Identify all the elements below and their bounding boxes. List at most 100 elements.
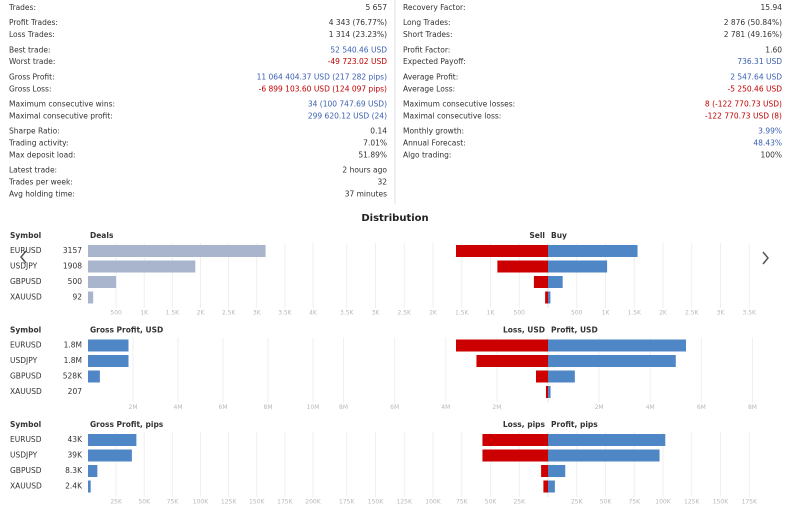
x-tick-label: 4M (174, 404, 183, 411)
column-header: Symbol (10, 326, 41, 335)
stat-label: Loss Trades: (9, 30, 55, 39)
x-tick-label: 3.5K (278, 310, 293, 317)
x-tick-label: 8M (264, 404, 273, 411)
x-tick-label: 8M (748, 404, 757, 411)
x-tick-label: 2M (595, 404, 604, 411)
bar (541, 465, 548, 477)
x-tick-label: 10M (307, 404, 320, 411)
value-label: 528K (63, 372, 83, 381)
stat-value: 11 064 404.37 USD (217 282 pips) (257, 72, 388, 81)
x-tick-label: 25K (571, 499, 584, 506)
x-tick-label: 2M (492, 404, 501, 411)
bar (548, 276, 563, 288)
x-tick-label: 2K (659, 310, 668, 317)
x-tick-label: 3K (253, 310, 262, 317)
stat-label: Worst trade: (9, 57, 55, 66)
x-tick-label: 3K (717, 310, 726, 317)
value-label: 1908 (63, 262, 82, 271)
stat-value: 0.14 (370, 127, 387, 136)
stat-value: 4 343 (76.77%) (329, 18, 387, 27)
bar (497, 260, 548, 273)
value-label: 43K (68, 435, 84, 444)
bar (88, 260, 196, 273)
bar (548, 339, 686, 352)
x-tick-label: 25K (110, 499, 123, 506)
stat-label: Short Trades: (403, 30, 452, 39)
stat-value: -5 250.46 USD (727, 84, 782, 93)
stat-label: Gross Profit: (9, 72, 55, 81)
value-label: 207 (68, 387, 83, 396)
series-title: Loss, USD (503, 326, 545, 335)
symbol-label: XAUUSD (10, 482, 42, 491)
chart-title: Deals (90, 231, 114, 240)
stat-value: 34 (100 747.69 USD) (308, 100, 387, 109)
stat-label: Avg holding time: (9, 189, 75, 198)
stat-value: 3.99% (758, 127, 782, 136)
x-tick-label: 4K (309, 310, 318, 317)
stat-value: -6 899 103.60 USD (124 097 pips) (259, 84, 387, 93)
chart-title: Gross Profit, pips (90, 420, 164, 429)
stat-label: Gross Loss: (9, 84, 52, 93)
bar (548, 465, 566, 477)
symbol-label: USDJPY (10, 262, 38, 271)
bar (535, 370, 548, 383)
stat-label: Recovery Factor: (403, 3, 466, 12)
x-tick-label: 75K (628, 499, 641, 506)
bar (548, 245, 638, 257)
symbol-label: GBPUSD (10, 372, 42, 381)
stat-value: 2 hours ago (342, 166, 387, 175)
value-label: 1.8M (64, 356, 82, 365)
x-tick-label: 2.5K (222, 310, 237, 317)
stat-value: -49 723.02 USD (328, 57, 388, 66)
stat-label: Trades per week: (8, 178, 73, 187)
bar (533, 276, 548, 288)
x-tick-label: 3.5K (743, 310, 758, 317)
x-tick-label: 2K (197, 310, 206, 317)
bar (88, 276, 117, 288)
stat-label: Profit Trades: (9, 18, 58, 27)
column-header: Symbol (10, 231, 41, 240)
series-title: Sell (529, 231, 545, 240)
bar (88, 245, 266, 257)
x-tick-label: 500 (514, 310, 526, 317)
stat-label: Trading activity: (8, 139, 69, 148)
bar (482, 434, 548, 446)
x-tick-label: 1K (602, 310, 611, 317)
x-tick-label: 150K (249, 499, 265, 506)
x-tick-label: 3.5K (340, 310, 355, 317)
bar (543, 480, 548, 493)
stat-label: Average Profit: (403, 72, 458, 81)
series-title: Loss, pips (503, 420, 546, 429)
stat-label: Expected Payoff: (403, 57, 466, 66)
prev-arrow[interactable] (20, 250, 27, 264)
x-tick-label: 4M (441, 404, 450, 411)
bar (482, 449, 548, 462)
x-tick-label: 125K (397, 499, 413, 506)
bar (545, 386, 548, 398)
bar (456, 245, 548, 257)
stat-value: 1.60 (765, 45, 782, 54)
x-tick-label: 50K (600, 499, 613, 506)
symbol-label: XAUUSD (10, 293, 42, 302)
series-title: Profit, pips (551, 420, 598, 429)
bar (548, 291, 551, 304)
x-tick-label: 75K (456, 499, 469, 506)
stat-label: Long Trades: (403, 18, 451, 27)
next-arrow[interactable] (762, 251, 769, 265)
x-tick-label: 2M (129, 404, 138, 411)
bar (88, 355, 129, 367)
x-tick-label: 175K (277, 499, 293, 506)
bar (88, 465, 98, 477)
stat-label: Maximum consecutive wins: (9, 100, 115, 109)
bar (88, 434, 137, 446)
stat-value: 2 876 (50.84%) (724, 18, 782, 27)
x-tick-label: 100K (193, 499, 209, 506)
stat-value: 8 (-122 770.73 USD) (705, 100, 782, 109)
x-tick-label: 50K (485, 499, 498, 506)
x-tick-label: 150K (713, 499, 729, 506)
stat-label: Annual Forecast: (403, 139, 466, 148)
value-label: 2.4K (65, 482, 83, 491)
x-tick-label: 1K (487, 310, 496, 317)
x-tick-label: 2.5K (398, 310, 413, 317)
